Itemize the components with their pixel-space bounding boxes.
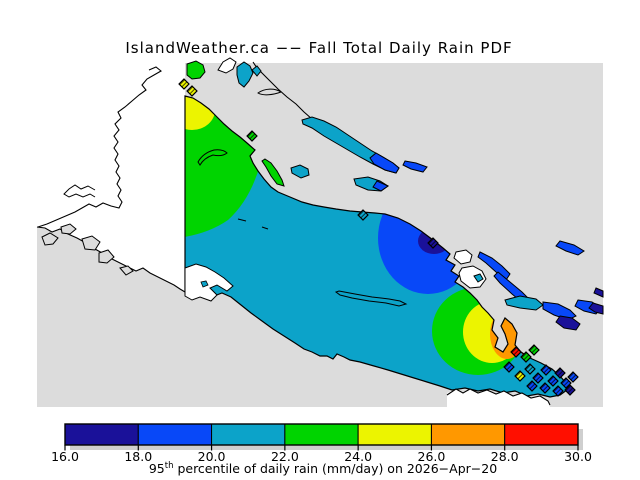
top-edge-islet-teal-2 — [251, 65, 262, 77]
denman-islet-green — [261, 158, 285, 187]
colorbar-tick-marks — [64, 445, 579, 451]
tick-label: 24.0 — [344, 449, 372, 464]
texada-blue-tip — [369, 152, 400, 174]
colorbar-segment-16-18 — [64, 423, 139, 446]
north-gulf-blue-strip — [555, 240, 585, 256]
barkley-islets — [41, 223, 134, 276]
colorbar-segment-26-28 — [430, 423, 506, 446]
colorbar-caption: 95th percentile of daily rain (mm/day) o… — [149, 461, 497, 476]
top-edge-islet-teal-1 — [236, 61, 254, 88]
olympic-peninsula-white — [446, 388, 551, 407]
caption-text: percentile of daily rain (mm/day) on 202… — [173, 461, 497, 476]
tick-label: 22.0 — [271, 449, 299, 464]
tick-label: 18.0 — [124, 449, 152, 464]
gulf-islands — [477, 251, 604, 331]
top-edge-islet-green — [186, 60, 206, 80]
colorbar-segment-24-26 — [357, 423, 432, 446]
colorbar-frame — [64, 423, 579, 446]
island-lakes — [197, 149, 408, 307]
tick-label: 26.0 — [418, 449, 446, 464]
colorbar: 16.0 18.0 20.0 22.0 24.0 26.0 28.0 30.0 … — [51, 423, 592, 476]
blue-islet-se-of-texada — [402, 160, 428, 173]
caption-superscript: th — [165, 461, 174, 471]
tick-label: 20.0 — [198, 449, 226, 464]
colorbar-segment-22-24 — [284, 423, 359, 446]
colorbar-segment-18-20 — [137, 423, 213, 446]
tick-label: 16.0 — [51, 449, 79, 464]
alberni-inlet-white — [184, 263, 234, 302]
colorbar-segment-20-22 — [211, 423, 286, 446]
tick-label: 28.0 — [491, 449, 519, 464]
west-peninsula-coastline — [63, 184, 96, 198]
page-title: IslandWeather.ca −− Fall Total Daily Rai… — [125, 39, 512, 57]
map — [36, 57, 604, 407]
colorbar-tick-labels: 16.0 18.0 20.0 22.0 24.0 26.0 28.0 30.0 — [51, 449, 592, 464]
lasqueti-blue-tip — [372, 180, 389, 192]
coast-white-pockets — [453, 249, 487, 289]
colorbar-segment-28-30 — [504, 423, 579, 446]
hornby-islet-teal — [290, 164, 310, 179]
top-edge-islet-white — [217, 57, 237, 74]
tick-label: 30.0 — [564, 449, 592, 464]
northwest-coastline — [37, 66, 162, 228]
strait-islands — [186, 57, 585, 256]
caption-number: 95 — [149, 461, 165, 476]
savary-arc-islet — [257, 88, 283, 96]
